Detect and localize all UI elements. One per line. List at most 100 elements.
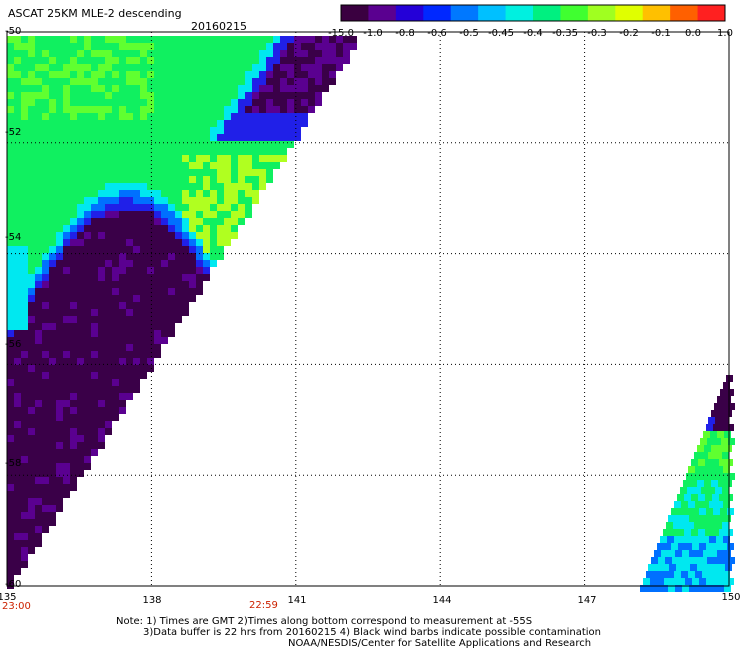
swath-pixel — [7, 512, 14, 519]
swath-pixel — [49, 253, 56, 260]
swath-pixel — [182, 225, 189, 232]
swath-pixel — [35, 435, 42, 442]
swath-pixel — [168, 78, 175, 85]
swath-pixel — [710, 550, 717, 557]
colorbar-tick-label: 1.0 — [717, 28, 733, 39]
swath-pixel — [322, 78, 329, 85]
swath-pixel — [280, 155, 287, 162]
swath-pixel — [126, 78, 133, 85]
swath-pixel — [84, 78, 91, 85]
swath-pixel — [84, 232, 91, 239]
swath-pixel — [252, 162, 259, 169]
swath-pixel — [77, 78, 84, 85]
swath-pixel — [168, 309, 175, 316]
swath-pixel — [287, 92, 294, 99]
swath-pixel — [688, 536, 695, 543]
swath-pixel — [28, 477, 35, 484]
swath-pixel — [210, 57, 217, 64]
swath-pixel — [696, 515, 703, 522]
swath-pixel — [105, 344, 112, 351]
swath-pixel — [133, 232, 140, 239]
swath-pixel — [667, 571, 674, 578]
swath-pixel — [175, 92, 182, 99]
swath-pixel — [203, 183, 210, 190]
swath-pixel — [252, 78, 259, 85]
swath-pixel — [168, 232, 175, 239]
swath-pixel — [662, 564, 669, 571]
swath-pixel — [252, 43, 259, 50]
swath-pixel — [315, 78, 322, 85]
swath-pixel — [161, 267, 168, 274]
swath-pixel — [161, 106, 168, 113]
swath-pixel — [7, 204, 14, 211]
swath-pixel — [147, 36, 154, 43]
swath-pixel — [231, 92, 238, 99]
swath-pixel — [161, 71, 168, 78]
swath-pixel — [42, 302, 49, 309]
colorbar-swatch — [450, 5, 479, 21]
swath-pixel — [161, 78, 168, 85]
swath-pixel — [56, 260, 63, 267]
swath-pixel — [14, 393, 21, 400]
swath-pixel — [709, 536, 716, 543]
swath-pixel — [70, 176, 77, 183]
swath-pixel — [14, 337, 21, 344]
swath-pixel — [84, 43, 91, 50]
swath-pixel — [168, 176, 175, 183]
swath-pixel — [203, 190, 210, 197]
swath-pixel — [703, 431, 710, 438]
swath-pixel — [154, 183, 161, 190]
swath-pixel — [35, 239, 42, 246]
swath-pixel — [56, 85, 63, 92]
swath-pixel — [266, 162, 273, 169]
swath-pixel — [203, 211, 210, 218]
swath-pixel — [168, 113, 175, 120]
swath-pixel — [217, 64, 224, 71]
swath-pixel — [84, 295, 91, 302]
swath-pixel — [14, 64, 21, 71]
swath-pixel — [245, 211, 252, 218]
swath-pixel — [7, 316, 14, 323]
swath-pixel — [689, 515, 696, 522]
swath-pixel — [56, 134, 63, 141]
swath-pixel — [35, 169, 42, 176]
swath-pixel — [91, 57, 98, 64]
swath-pixel — [84, 386, 91, 393]
swath-pixel — [56, 386, 63, 393]
swath-pixel — [42, 148, 49, 155]
swath-pixel — [133, 225, 140, 232]
swath-pixel — [175, 232, 182, 239]
swath-pixel — [681, 501, 688, 508]
swath-pixel — [42, 225, 49, 232]
swath-pixel — [196, 155, 203, 162]
swath-pixel — [189, 127, 196, 134]
swath-pixel — [119, 281, 126, 288]
swath-pixel — [112, 197, 119, 204]
swath-pixel — [133, 78, 140, 85]
swath-pixel — [21, 162, 28, 169]
swath-pixel — [56, 456, 63, 463]
footer-note-line1: Note: 1) Times are GMT 2)Times along bot… — [116, 616, 533, 627]
time-label: 23:00 — [2, 601, 31, 612]
swath-pixel — [91, 295, 98, 302]
swath-pixel — [259, 113, 266, 120]
swath-pixel — [63, 274, 70, 281]
swath-pixel — [91, 36, 98, 43]
swath-pixel — [105, 379, 112, 386]
swath-pixel — [7, 50, 14, 57]
swath-pixel — [182, 183, 189, 190]
swath-pixel — [701, 487, 708, 494]
swath-pixel — [683, 480, 690, 487]
colorbar-tick-label: -0.8 — [395, 28, 415, 39]
swath-pixel — [14, 554, 21, 561]
swath-pixel — [21, 316, 28, 323]
swath-pixel — [287, 64, 294, 71]
swath-pixel — [56, 505, 63, 512]
swath-pixel — [203, 43, 210, 50]
swath-pixel — [196, 36, 203, 43]
swath-pixel — [84, 435, 91, 442]
swath-pixel — [77, 393, 84, 400]
swath-pixel — [77, 302, 84, 309]
swath-pixel — [154, 127, 161, 134]
swath-pixel — [119, 309, 126, 316]
